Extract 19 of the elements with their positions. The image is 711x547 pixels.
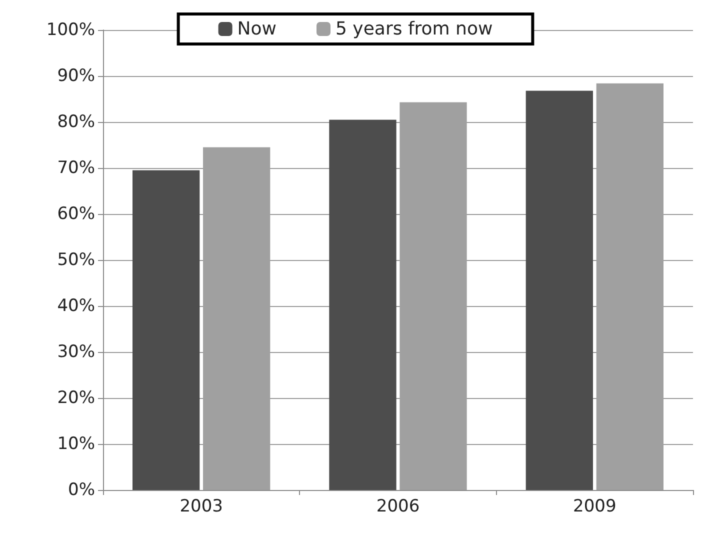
y-tick-label: 50% [57,250,95,270]
bar [132,170,200,490]
y-tick-label: 90% [57,66,95,86]
legend-label: Now [237,18,277,40]
legend-label: 5 years from now [336,18,493,40]
y-tick-label: 40% [57,296,95,316]
y-tick-label: 0% [68,480,95,500]
y-tick-label: 70% [57,158,95,178]
y-tick-label: 60% [57,204,95,224]
y-tick-label: 80% [57,112,95,132]
bar [329,120,396,490]
y-tick-label: 100% [46,20,95,40]
y-tick-label: 20% [57,388,95,408]
bar [526,90,593,490]
x-tick-label: 2006 [376,496,420,516]
x-tick-label: 2003 [180,496,223,516]
y-tick-label: 30% [57,342,95,362]
y-tick-label: 10% [57,434,95,454]
x-tick-label: 2009 [573,496,616,516]
